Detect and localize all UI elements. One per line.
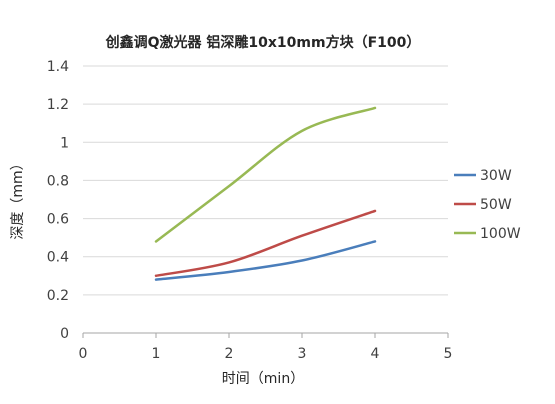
series-line-50W: [154, 209, 377, 278]
series-lines: [154, 106, 377, 281]
y-tick-label: 0.6: [47, 212, 69, 228]
legend: 30W 50W 100W: [454, 168, 521, 242]
x-tick-label: 3: [298, 346, 307, 362]
x-tick-label: 0: [79, 346, 88, 362]
legend-label-100W: 100W: [480, 226, 521, 242]
y-tick-label: 1: [60, 135, 69, 151]
x-tick-labels: 0 1 2 3 4 5: [79, 346, 453, 362]
y-tick-label: 0.8: [47, 173, 69, 189]
legend-label-50W: 50W: [480, 197, 512, 213]
y-tick-label: 1.4: [47, 59, 69, 75]
series-line-30W: [154, 240, 377, 281]
axes: [82, 332, 449, 338]
gridlines: [83, 65, 448, 296]
y-tick-label: 0.4: [47, 250, 69, 266]
y-tick-label: 1.2: [47, 97, 69, 113]
y-tick-labels: 0 0.2 0.4 0.6 0.8 1 1.2 1.4: [47, 59, 69, 342]
x-tick-label: 2: [225, 346, 234, 362]
x-tick-label: 1: [152, 346, 161, 362]
series-line-100W: [154, 106, 377, 243]
y-tick-label: 0.2: [47, 288, 69, 304]
y-tick-label: 0: [60, 326, 69, 342]
y-axis-label: 深度（mm）: [10, 156, 26, 239]
x-tick-label: 4: [371, 346, 380, 362]
x-axis-label: 时间（min）: [222, 371, 304, 387]
legend-label-30W: 30W: [480, 168, 512, 184]
chart-title: 创鑫调Q激光器 铝深雕10x10mm方块（F100）: [105, 34, 421, 51]
x-tick-label: 5: [444, 346, 453, 362]
